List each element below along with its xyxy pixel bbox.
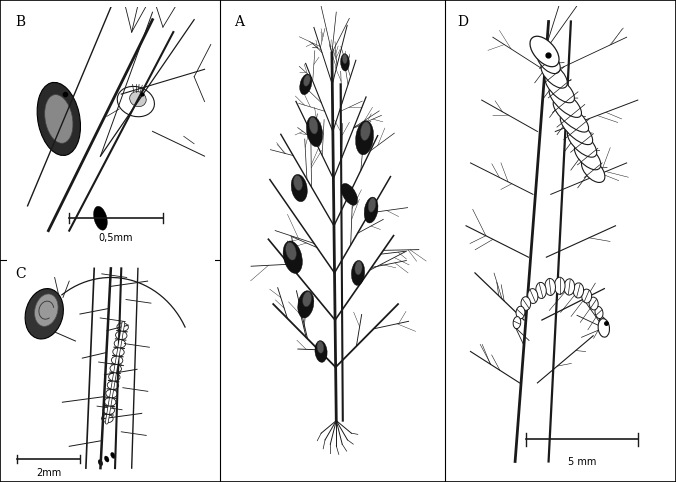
Ellipse shape bbox=[537, 49, 560, 74]
Ellipse shape bbox=[545, 74, 575, 103]
Ellipse shape bbox=[110, 364, 122, 373]
Ellipse shape bbox=[293, 175, 302, 190]
Ellipse shape bbox=[564, 279, 575, 295]
Ellipse shape bbox=[116, 331, 127, 339]
Ellipse shape bbox=[343, 54, 347, 64]
Ellipse shape bbox=[114, 339, 126, 348]
Ellipse shape bbox=[341, 54, 349, 71]
Ellipse shape bbox=[304, 75, 310, 86]
Ellipse shape bbox=[109, 373, 120, 381]
Ellipse shape bbox=[355, 261, 362, 275]
Ellipse shape bbox=[516, 306, 525, 319]
Ellipse shape bbox=[286, 242, 296, 260]
Ellipse shape bbox=[111, 452, 116, 458]
Ellipse shape bbox=[573, 283, 583, 298]
Ellipse shape bbox=[309, 117, 318, 134]
Ellipse shape bbox=[356, 121, 374, 155]
Ellipse shape bbox=[113, 348, 124, 356]
Ellipse shape bbox=[364, 197, 378, 223]
Text: 0,5mm: 0,5mm bbox=[99, 233, 133, 243]
Ellipse shape bbox=[560, 114, 593, 145]
Ellipse shape bbox=[98, 460, 103, 466]
Text: D: D bbox=[457, 15, 468, 29]
Ellipse shape bbox=[291, 174, 308, 201]
Ellipse shape bbox=[299, 74, 312, 94]
Ellipse shape bbox=[545, 279, 556, 295]
Ellipse shape bbox=[530, 36, 559, 67]
Ellipse shape bbox=[567, 129, 597, 157]
Ellipse shape bbox=[575, 144, 601, 170]
Ellipse shape bbox=[306, 116, 322, 147]
Ellipse shape bbox=[93, 206, 107, 230]
Ellipse shape bbox=[521, 297, 531, 310]
Ellipse shape bbox=[303, 292, 312, 307]
Text: B: B bbox=[15, 14, 25, 28]
Text: 5 mm: 5 mm bbox=[568, 457, 596, 467]
Ellipse shape bbox=[112, 356, 123, 364]
Ellipse shape bbox=[536, 282, 546, 298]
Ellipse shape bbox=[104, 456, 109, 462]
Ellipse shape bbox=[595, 307, 603, 319]
Ellipse shape bbox=[130, 92, 146, 107]
Ellipse shape bbox=[352, 260, 364, 285]
Ellipse shape bbox=[549, 87, 581, 118]
Ellipse shape bbox=[117, 86, 154, 117]
Ellipse shape bbox=[106, 389, 117, 398]
Ellipse shape bbox=[107, 381, 119, 389]
Ellipse shape bbox=[37, 82, 80, 156]
Ellipse shape bbox=[315, 341, 327, 362]
Ellipse shape bbox=[25, 289, 64, 339]
Ellipse shape bbox=[341, 184, 358, 205]
Text: 2mm: 2mm bbox=[36, 468, 61, 478]
Ellipse shape bbox=[34, 294, 58, 326]
Ellipse shape bbox=[528, 289, 538, 304]
Ellipse shape bbox=[101, 415, 113, 423]
Ellipse shape bbox=[105, 398, 116, 406]
Ellipse shape bbox=[283, 241, 302, 273]
Text: A: A bbox=[234, 15, 244, 29]
Ellipse shape bbox=[582, 289, 592, 303]
Ellipse shape bbox=[360, 122, 370, 140]
Ellipse shape bbox=[117, 323, 128, 331]
Ellipse shape bbox=[598, 319, 610, 337]
Ellipse shape bbox=[541, 62, 567, 88]
Ellipse shape bbox=[317, 341, 324, 353]
Ellipse shape bbox=[297, 291, 314, 318]
Ellipse shape bbox=[368, 198, 376, 212]
Text: C: C bbox=[15, 267, 26, 281]
Ellipse shape bbox=[589, 297, 598, 310]
Ellipse shape bbox=[45, 94, 73, 143]
Ellipse shape bbox=[600, 317, 606, 329]
Ellipse shape bbox=[553, 99, 589, 132]
Ellipse shape bbox=[513, 317, 521, 329]
Ellipse shape bbox=[554, 277, 565, 295]
Ellipse shape bbox=[103, 406, 114, 415]
Ellipse shape bbox=[581, 158, 605, 183]
